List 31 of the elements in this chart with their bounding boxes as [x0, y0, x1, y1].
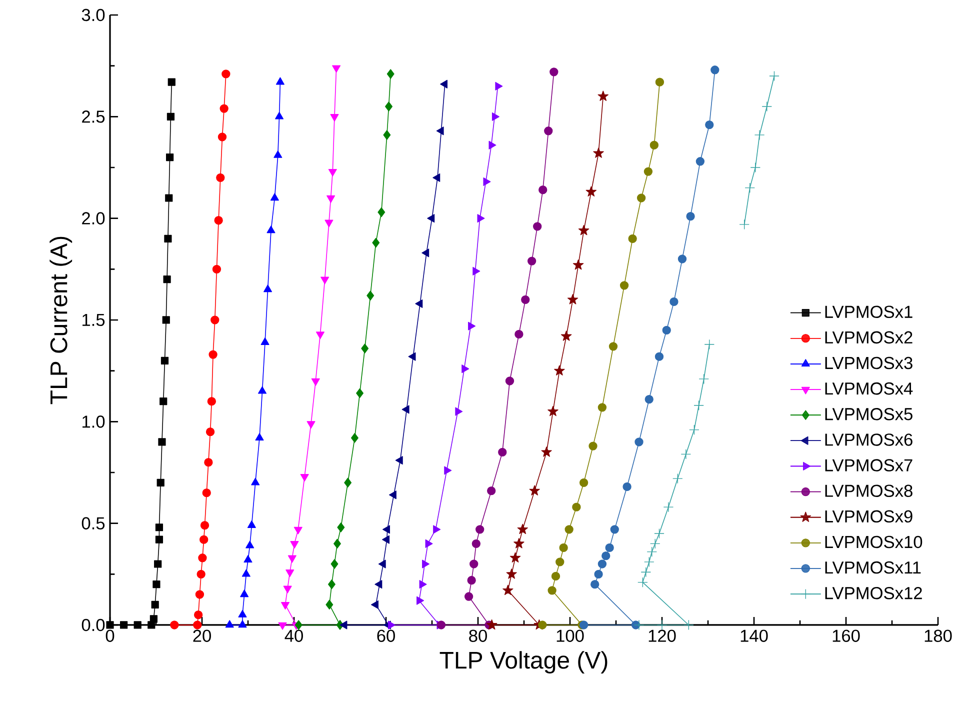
x-tick-label: 80 — [469, 630, 487, 642]
x-tick-label: 160 — [832, 630, 860, 642]
legend-label: LVPMOSx7 — [825, 459, 912, 472]
x-tick-label: 140 — [740, 630, 768, 642]
legend-label: LVPMOSx1 — [825, 306, 912, 318]
legend-label: LVPMOSx6 — [825, 434, 912, 446]
legend-label: LVPMOSx9 — [825, 510, 912, 523]
legend-label: LVPMOSx5 — [825, 408, 912, 420]
y-tick-label: 1.0 — [82, 416, 105, 428]
y-axis-title: TLP Current (A) — [50, 236, 72, 404]
x-tick-label: 20 — [193, 630, 211, 642]
legend-label: LVPMOSx4 — [825, 382, 913, 395]
legend-label: LVPMOSx8 — [825, 484, 912, 497]
legend-label: LVPMOSx11 — [825, 561, 921, 574]
y-tick-label: 2.5 — [82, 110, 105, 123]
legend-label: LVPMOSx10 — [825, 536, 922, 548]
y-tick-label: 2.0 — [82, 212, 105, 224]
y-tick-label: 1.5 — [82, 314, 105, 326]
y-tick-label: 0.5 — [82, 517, 105, 530]
legend-label: LVPMOSx3 — [825, 356, 912, 370]
x-tick-label: 60 — [377, 630, 395, 642]
x-tick-label: 120 — [648, 630, 676, 642]
x-tick-label: 100 — [556, 630, 584, 642]
legend-label: LVPMOSx12 — [825, 586, 922, 600]
x-tick-label: 180 — [924, 630, 952, 642]
x-axis-title: TLP Voltage (V) — [440, 651, 608, 674]
y-tick-label: 0.0 — [82, 618, 105, 632]
x-tick-label: 0 — [106, 630, 114, 642]
legend-label: LVPMOSx2 — [825, 331, 912, 344]
x-tick-label: 40 — [284, 630, 303, 642]
y-tick-label: 3.0 — [82, 8, 105, 22]
